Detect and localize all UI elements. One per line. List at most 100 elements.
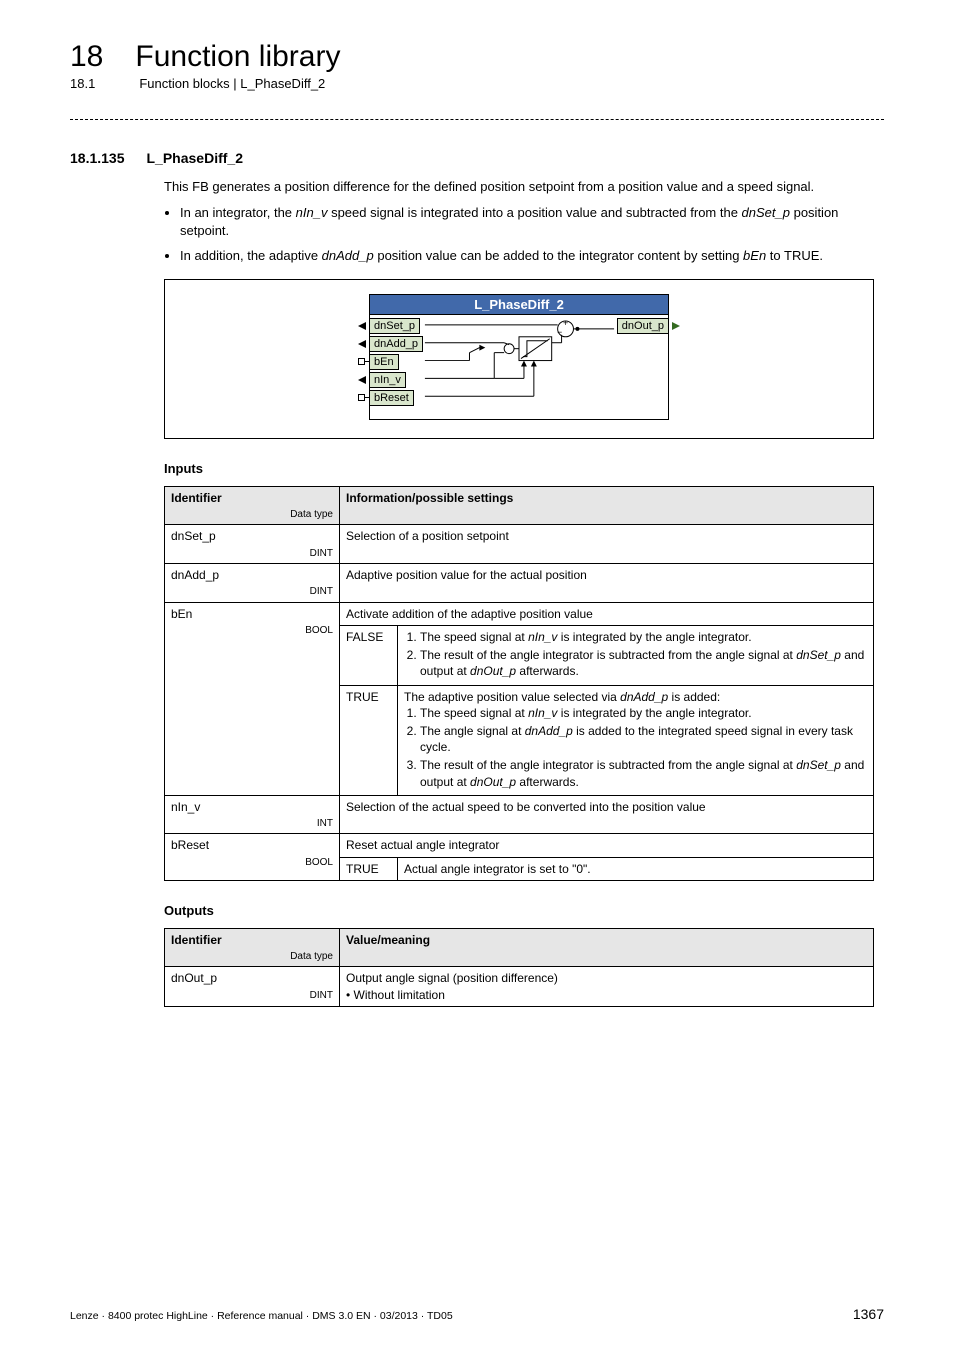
step: The angle signal at dnAdd_p is added to … [420, 723, 867, 755]
th-identifier: Identifier Data type [165, 486, 340, 525]
datatype: BOOL [171, 624, 333, 638]
cell-info: Activate addition of the adaptive positi… [340, 602, 874, 625]
footer-text: Lenze · 8400 protec HighLine · Reference… [70, 1310, 453, 1322]
arrow-icon [358, 322, 366, 330]
divider [70, 119, 884, 120]
emphasis: nIn_v [296, 205, 328, 220]
cell-id: dnOut_p DINT [165, 967, 340, 1006]
step: The speed signal at nIn_v is integrated … [420, 629, 867, 645]
datatype: BOOL [171, 856, 333, 870]
text: The speed signal at nIn_v is integrated … [420, 706, 752, 720]
table-row: bEn BOOL Activate addition of the adapti… [165, 602, 874, 625]
intro-text: The adaptive position value selected via… [404, 690, 720, 704]
step: The result of the angle integrator is su… [420, 647, 867, 679]
svg-text:+: + [563, 318, 568, 328]
cell-setting: TRUE [340, 857, 398, 880]
id-label: dnOut_p [171, 971, 217, 985]
table-header-row: Identifier Data type Value/meaning [165, 928, 874, 967]
text: The result of the angle integrator is su… [420, 648, 864, 678]
steps-list: The speed signal at nIn_v is integrated … [404, 705, 867, 790]
port-dnadd: dnAdd_p [369, 336, 423, 352]
stub-icon [358, 358, 365, 365]
port-dnset: dnSet_p [369, 318, 420, 334]
cell-desc: The speed signal at nIn_v is integrated … [398, 626, 874, 686]
text: speed signal is integrated into a positi… [327, 205, 741, 220]
cell-desc: Actual angle integrator is set to "0". [398, 857, 874, 880]
cell-id: dnSet_p DINT [165, 525, 340, 564]
id-label: bEn [171, 607, 192, 621]
fb-title: L_PhaseDiff_2 [369, 294, 669, 315]
arrow-icon [358, 340, 366, 348]
table-row: dnOut_p DINT Output angle signal (positi… [165, 967, 874, 1006]
cell-id: bReset BOOL [165, 834, 340, 880]
text: to TRUE. [766, 248, 823, 263]
chapter-number: 18 [70, 40, 103, 74]
id-label: dnAdd_p [171, 568, 219, 582]
datatype: DINT [171, 547, 333, 561]
line [365, 361, 370, 362]
cell-info: Adaptive position value for the actual p… [340, 564, 874, 603]
cell-setting: FALSE [340, 626, 398, 686]
th-info: Information/possible settings [340, 486, 874, 525]
chapter-title: Function library [135, 40, 340, 74]
datatype: INT [171, 817, 333, 831]
fb-body: + − [369, 315, 669, 420]
table-header-row: Identifier Data type Information/possibl… [165, 486, 874, 525]
outputs-table: Identifier Data type Value/meaning dnOut… [164, 928, 874, 1007]
text: position value can be added to the integ… [374, 248, 743, 263]
cell-info: Selection of the actual speed to be conv… [340, 795, 874, 834]
info-text: Output angle signal (position difference… [346, 971, 558, 985]
page-number: 1367 [853, 1306, 884, 1322]
stub-icon [358, 394, 365, 401]
fb-box: L_PhaseDiff_2 + − [369, 294, 669, 420]
bullet-item: In addition, the adaptive dnAdd_p positi… [180, 247, 874, 265]
text: In addition, the adaptive [180, 248, 322, 263]
datatype: DINT [171, 585, 333, 599]
datatype: DINT [171, 989, 333, 1003]
th-label: Identifier [171, 933, 222, 947]
id-label: nIn_v [171, 800, 200, 814]
step: The speed signal at nIn_v is integrated … [420, 705, 867, 721]
text: The angle signal at dnAdd_p is added to … [420, 724, 853, 754]
th-datatype: Data type [171, 950, 333, 964]
cell-info: Output angle signal (position difference… [340, 967, 874, 1006]
cell-id: nIn_v INT [165, 795, 340, 834]
port-nin: nIn_v [369, 372, 406, 388]
function-block-diagram: L_PhaseDiff_2 + − [164, 279, 874, 439]
port-ben: bEn [369, 354, 399, 370]
table-row: dnAdd_p DINT Adaptive position value for… [165, 564, 874, 603]
intro-paragraph: This FB generates a position difference … [164, 178, 874, 196]
bullet-list: In an integrator, the nIn_v speed signal… [164, 204, 874, 265]
cell-id: dnAdd_p DINT [165, 564, 340, 603]
inputs-table: Identifier Data type Information/possibl… [164, 486, 874, 881]
id-label: bReset [171, 838, 209, 852]
sub-title: Function blocks | L_PhaseDiff_2 [139, 76, 325, 91]
cell-info: Reset actual angle integrator [340, 834, 874, 857]
steps-list: The speed signal at nIn_v is integrated … [404, 629, 867, 680]
th-label: Identifier [171, 491, 222, 505]
outputs-heading: Outputs [164, 903, 874, 918]
page-header: 18 Function library [70, 40, 884, 74]
th-datatype: Data type [171, 508, 333, 522]
sub-number: 18.1 [70, 76, 95, 91]
sub-header: 18.1 Function blocks | L_PhaseDiff_2 [70, 76, 884, 91]
cell-info: Selection of a position setpoint [340, 525, 874, 564]
port-dnout: dnOut_p [617, 318, 669, 334]
section-name: L_PhaseDiff_2 [147, 150, 243, 166]
emphasis: bEn [743, 248, 766, 263]
text: In an integrator, the [180, 205, 296, 220]
emphasis: dnSet_p [742, 205, 790, 220]
arrow-out-icon [672, 322, 680, 330]
text: The result of the angle integrator is su… [420, 758, 864, 788]
arrow-icon [358, 376, 366, 384]
table-row: nIn_v INT Selection of the actual speed … [165, 795, 874, 834]
section-heading: 18.1.135 L_PhaseDiff_2 [70, 150, 884, 166]
th-identifier: Identifier Data type [165, 928, 340, 967]
emphasis: dnAdd_p [322, 248, 374, 263]
id-label: dnSet_p [171, 529, 216, 543]
table-row: bReset BOOL Reset actual angle integrato… [165, 834, 874, 857]
inputs-heading: Inputs [164, 461, 874, 476]
page-footer: Lenze · 8400 protec HighLine · Reference… [70, 1306, 884, 1322]
table-row: dnSet_p DINT Selection of a position set… [165, 525, 874, 564]
cell-id: bEn BOOL [165, 602, 340, 795]
